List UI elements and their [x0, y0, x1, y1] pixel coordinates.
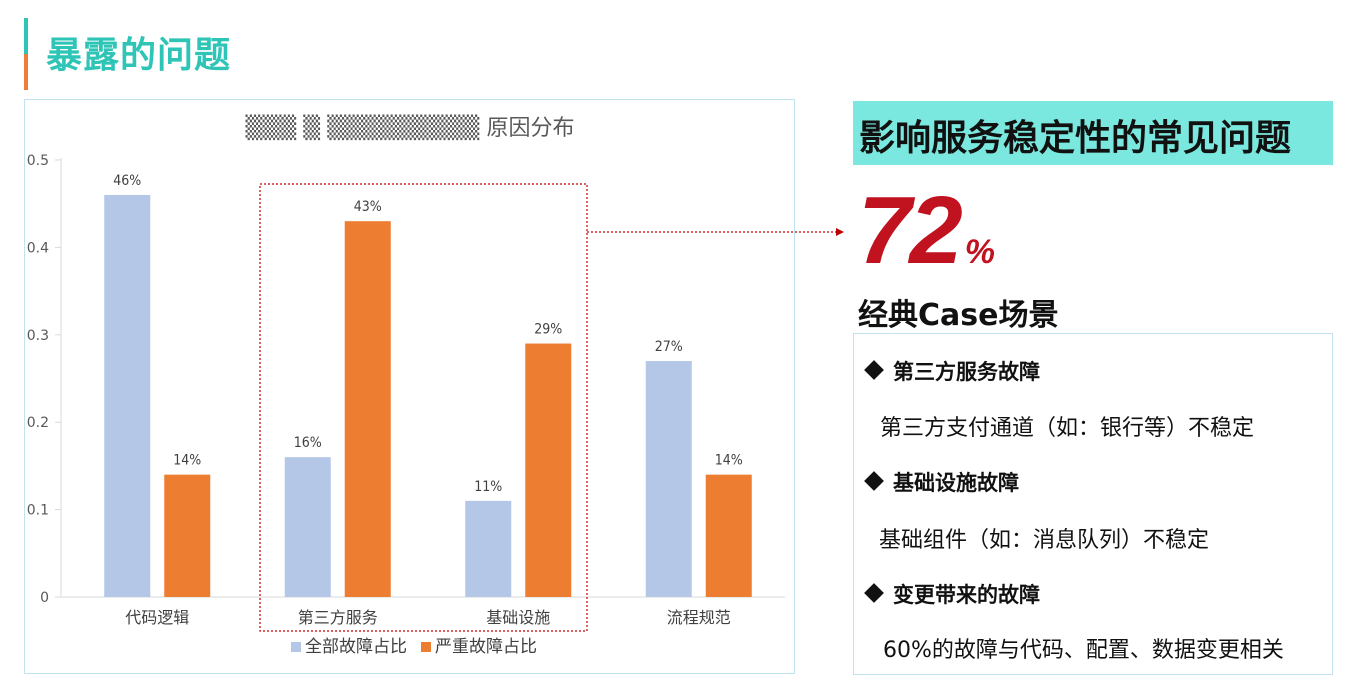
bar-all — [104, 194, 151, 597]
headline-banner: 影响服务稳定性的常见问题 — [853, 101, 1333, 165]
stat-figure: 72% — [858, 176, 995, 286]
case-item-head-2: 基础设施故障 — [864, 467, 1019, 497]
case-item-head-1: 第三方服务故障 — [864, 356, 1040, 386]
case-item-head-3: 变更带来的故障 — [864, 579, 1040, 609]
highlight-box — [259, 183, 588, 632]
y-tick-label: 0.2 — [27, 415, 49, 431]
title-accent-bar-top — [24, 18, 28, 54]
bar-severe — [525, 343, 572, 597]
case-item-desc-1: 第三方支付通道（如：银行等）不稳定 — [880, 416, 1255, 441]
data-label: 27% — [655, 339, 683, 355]
stat-unit: % — [964, 233, 996, 271]
bar-all — [284, 457, 331, 597]
case-section-title: 经典Case场景 — [858, 298, 1059, 333]
chart-panel: ▒▒▒ ▒ ▒▒▒▒▒▒▒▒▒ 原因分布 0 0.1 0.2 0.3 0.4 0.5 46% 1… — [24, 99, 795, 674]
bar-severe — [344, 221, 391, 597]
y-tick-label: 0.1 — [27, 503, 49, 519]
data-label: 46% — [113, 173, 141, 189]
chart-title: ▒▒▒ ▒ ▒▒▒▒▒▒▒▒▒ 原因分布 — [246, 114, 575, 141]
y-tick-label: 0.3 — [27, 328, 49, 344]
data-label: 29% — [534, 322, 562, 338]
data-label: 14% — [173, 453, 201, 469]
legend-label: 全部故障占比 — [305, 637, 407, 657]
data-label: 14% — [715, 453, 743, 469]
title-accent-bar-bottom — [24, 54, 28, 90]
y-tick-label: 0 — [40, 590, 49, 606]
bar-all — [645, 361, 692, 597]
x-tick-label: 第三方服务 — [298, 608, 378, 627]
legend-swatch — [421, 642, 431, 652]
bar-severe — [164, 474, 211, 597]
x-tick-label: 代码逻辑 — [125, 608, 189, 627]
case-item-desc-3: 60%的故障与代码、配置、数据变更相关 — [883, 638, 1284, 663]
data-label: 43% — [354, 199, 382, 215]
x-tick-label: 流程规范 — [667, 608, 731, 627]
y-tick-label: 0.4 — [27, 240, 49, 256]
data-label: 16% — [294, 435, 322, 451]
headline-text: 影响服务稳定性的常见问题 — [859, 118, 1292, 159]
case-item-desc-2: 基础组件（如：消息队列）不稳定 — [879, 528, 1210, 553]
x-tick-label: 基础设施 — [486, 608, 550, 627]
data-label: 11% — [474, 479, 502, 495]
bar-all — [465, 500, 512, 597]
case-list-box: 第三方服务故障 第三方支付通道（如：银行等）不稳定 基础设施故障 基础组件（如：… — [853, 333, 1333, 675]
y-tick-label: 0.5 — [27, 153, 49, 169]
stat-value: 72 — [858, 177, 963, 284]
bar-chart: ▒▒▒ ▒ ▒▒▒▒▒▒▒▒▒ 原因分布 0 0.1 0.2 0.3 0.4 0.5 46% 1… — [27, 114, 785, 657]
bar-severe — [705, 474, 752, 597]
page-title: 暴露的问题 — [46, 35, 232, 76]
legend-label: 严重故障占比 — [435, 637, 537, 657]
title-accent-bar — [24, 18, 28, 90]
legend-swatch — [291, 642, 301, 652]
